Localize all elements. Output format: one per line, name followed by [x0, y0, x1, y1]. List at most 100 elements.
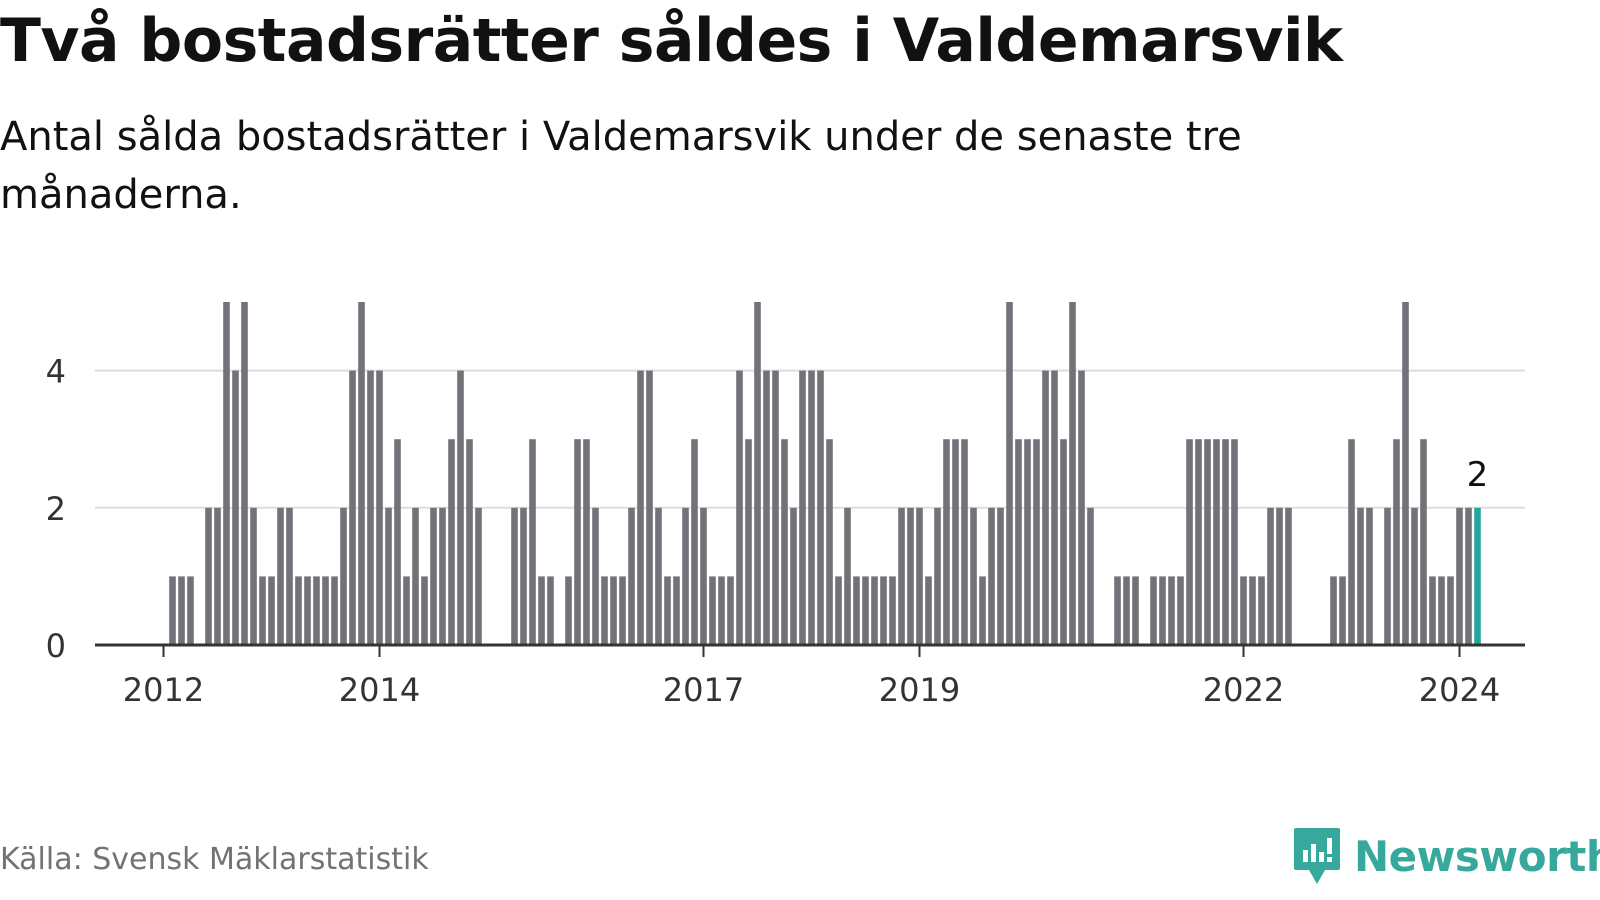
chart-title: Två bostadsrätter såldes i Valdemarsvik [0, 6, 1343, 76]
bar [1042, 370, 1049, 645]
highlight-value-label: 2 [1467, 455, 1489, 495]
y-tick-label: 0 [46, 627, 66, 665]
bar [871, 576, 878, 645]
bar [367, 370, 374, 645]
bar [763, 370, 770, 645]
bar [610, 576, 617, 645]
bar [1285, 507, 1292, 645]
highlight-bar [1474, 507, 1481, 645]
bar [1384, 507, 1391, 645]
bar [709, 576, 716, 645]
bar [1402, 302, 1409, 645]
bar [754, 302, 761, 645]
bar [1087, 507, 1094, 645]
brand-logo[interactable]: Newsworthy [1292, 826, 1600, 886]
bar [439, 507, 446, 645]
axes [95, 643, 1525, 657]
x-tick-label: 2017 [663, 671, 744, 709]
bar [1231, 439, 1238, 645]
bar [1168, 576, 1175, 645]
bar [907, 507, 914, 645]
bar [223, 302, 230, 645]
bar [835, 576, 842, 645]
bar [1132, 576, 1139, 645]
y-tick-label: 4 [46, 353, 66, 391]
bar [1438, 576, 1445, 645]
bar [250, 507, 257, 645]
newsworthy-logo-icon [1294, 828, 1340, 884]
bar [169, 576, 176, 645]
bar [259, 576, 266, 645]
bar [457, 370, 464, 645]
bar [718, 576, 725, 645]
bar [529, 439, 536, 645]
bar [178, 576, 185, 645]
bar [1447, 576, 1454, 645]
bar [970, 507, 977, 645]
bar [790, 507, 797, 645]
brand-name: Newsworthy [1354, 831, 1600, 881]
bar [520, 507, 527, 645]
bar [889, 576, 896, 645]
bar [241, 302, 248, 645]
bar [1024, 439, 1031, 645]
bar [304, 576, 311, 645]
bar [628, 507, 635, 645]
bar [1393, 439, 1400, 645]
bar [637, 370, 644, 645]
bar [1150, 576, 1157, 645]
bar [1276, 507, 1283, 645]
bar [448, 439, 455, 645]
bar [295, 576, 302, 645]
bar [1006, 302, 1013, 645]
bar [547, 576, 554, 645]
bar [1258, 576, 1265, 645]
bar [1456, 507, 1463, 645]
x-tick-label: 2019 [879, 671, 960, 709]
bar [331, 576, 338, 645]
bar [997, 507, 1004, 645]
bar [619, 576, 626, 645]
x-tick-label: 2024 [1419, 671, 1500, 709]
bar [1213, 439, 1220, 645]
bar [817, 370, 824, 645]
bar [1330, 576, 1337, 645]
bar [646, 370, 653, 645]
bar [727, 576, 734, 645]
x-tick-label: 2022 [1203, 671, 1284, 709]
bar [664, 576, 671, 645]
bar [925, 576, 932, 645]
bar [961, 439, 968, 645]
bar [682, 507, 689, 645]
bar [1015, 439, 1022, 645]
bar [232, 370, 239, 645]
bar [916, 507, 923, 645]
tick-labels: 0 2 4 2012 2014 2017 2019 2022 2024 2 [46, 353, 1501, 709]
bar [1123, 576, 1130, 645]
bar [1465, 507, 1472, 645]
x-tick-label: 2012 [123, 671, 204, 709]
bar [1267, 507, 1274, 645]
bar [799, 370, 806, 645]
bar [430, 507, 437, 645]
bar [1069, 302, 1076, 645]
bar [421, 576, 428, 645]
bar [205, 507, 212, 645]
y-tick-label: 2 [46, 490, 66, 528]
bar [673, 576, 680, 645]
bar [1204, 439, 1211, 645]
bar [844, 507, 851, 645]
chart-subtitle: Antal sålda bostadsrätter i Valdemarsvik… [0, 114, 1242, 218]
bar [511, 507, 518, 645]
bar [934, 507, 941, 645]
bar [808, 370, 815, 645]
bar [286, 507, 293, 645]
bar [781, 439, 788, 645]
bar [1420, 439, 1427, 645]
bar [403, 576, 410, 645]
bar-chart: 0 2 4 2012 2014 2017 2019 2022 2024 2 [46, 302, 1525, 709]
bar [826, 439, 833, 645]
bar [1366, 507, 1373, 645]
bar [1177, 576, 1184, 645]
bar [862, 576, 869, 645]
